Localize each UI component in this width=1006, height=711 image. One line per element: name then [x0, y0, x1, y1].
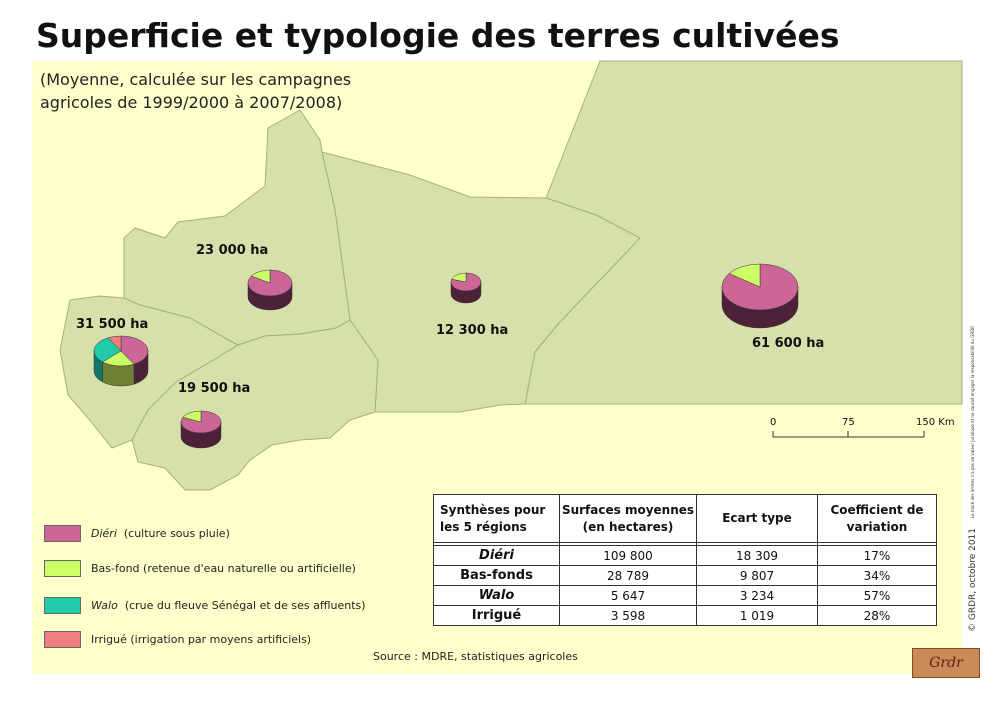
- region-sw-label: 19 500 ha: [178, 381, 251, 396]
- table-cell: 109 800: [559, 545, 697, 566]
- scale-bar: [772, 431, 925, 438]
- region-center-label: 12 300 ha: [436, 323, 509, 338]
- region-east-pie-slice-basfond: [728, 263, 761, 288]
- scale-label-0: 0: [770, 417, 777, 428]
- region-east-pie: [721, 263, 799, 329]
- table-row-label: Irrigué: [433, 605, 560, 626]
- table-row: Walo 5 647 3 234 57%: [433, 585, 937, 606]
- disclaimer-text: Le tracé des limites n'a pas de valeur j…: [970, 326, 975, 518]
- region-west-pie-slice-walo: [93, 337, 122, 363]
- table-row: Diéri 109 800 18 309 17%: [433, 545, 937, 566]
- region-west-pie: [93, 335, 149, 387]
- table-cell: 57%: [817, 585, 937, 606]
- table-cell: 3 234: [696, 585, 818, 606]
- region-sw-shape: [131, 319, 379, 491]
- table-header-row: Synthèses pour les 5 régions Surfaces moy…: [433, 494, 937, 543]
- table-cell: 17%: [817, 545, 937, 566]
- table-cell: 28%: [817, 605, 937, 626]
- source-note: Source : MDRE, statistiques agricoles: [373, 650, 578, 663]
- credit-text: © GRDR, octobre 2011: [968, 527, 978, 632]
- region-sw-pie: [180, 410, 222, 449]
- region-center-pie: [450, 272, 482, 304]
- table-row-label: Diéri: [433, 545, 560, 566]
- table-header-cell: Synthèses pour les 5 régions: [433, 494, 560, 543]
- scale-label-150: 150 Km: [916, 417, 955, 428]
- legend-item-dieri: Diéri (culture sous pluie): [44, 524, 230, 542]
- legend-swatch-basfond: [44, 559, 81, 577]
- table-header-cell: Coefficient de variation: [817, 494, 937, 543]
- legend-swatch-walo: [44, 596, 81, 614]
- region-west-pie-slice-irrigue: [107, 335, 122, 352]
- legend-item-irrigue: Irrigué (irrigation par moyens artificie…: [44, 630, 311, 648]
- region-sw-pie-slice-basfond: [182, 410, 202, 423]
- scale-label-75: 75: [842, 417, 855, 428]
- table-cell: 28 789: [559, 565, 697, 586]
- table-row-label: Walo: [433, 585, 560, 606]
- region-nw-pie-slice-basfond: [250, 269, 271, 284]
- table-row-label: Bas-fonds: [433, 565, 560, 586]
- table-cell: 3 598: [559, 605, 697, 626]
- stats-table: Synthèses pour les 5 régions Surfaces moy…: [433, 494, 937, 626]
- grdr-logo: Grdr: [912, 648, 980, 678]
- table-row: Irrigué 3 598 1 019 28%: [433, 605, 937, 626]
- legend-item-basfond: Bas-fond (retenue d'eau naturelle ou art…: [44, 559, 356, 577]
- table-header-cell: Ecart type: [696, 494, 818, 543]
- legend-item-walo: Walo (crue du fleuve Sénégal et de ses a…: [44, 596, 366, 614]
- region-east-label: 61 600 ha: [752, 336, 825, 351]
- page-title: Superficie et typologie des terres culti…: [36, 16, 840, 55]
- table-cell: 9 807: [696, 565, 818, 586]
- map-subtitle: (Moyenne, calculée sur les campagnes agr…: [40, 70, 352, 112]
- logo-text: Grdr: [929, 655, 963, 671]
- region-nw-label: 23 000 ha: [196, 243, 269, 258]
- table-header-cell: Surfaces moyennes (en hectares): [559, 494, 697, 543]
- table-cell: 1 019: [696, 605, 818, 626]
- table-cell: 34%: [817, 565, 937, 586]
- table-row: Bas-fonds 28 789 9 807 34%: [433, 565, 937, 586]
- legend-swatch-dieri: [44, 524, 81, 542]
- region-west-pie-slice-dieri: [120, 335, 149, 365]
- table-cell: 18 309: [696, 545, 818, 566]
- table-cell: 5 647: [559, 585, 697, 606]
- legend-swatch-irrigue: [44, 630, 81, 648]
- pie-charts-layer: [93, 263, 799, 449]
- region-center-pie-slice-basfond: [451, 272, 467, 283]
- region-west-label: 31 500 ha: [76, 317, 149, 332]
- region-nw-pie: [247, 269, 293, 311]
